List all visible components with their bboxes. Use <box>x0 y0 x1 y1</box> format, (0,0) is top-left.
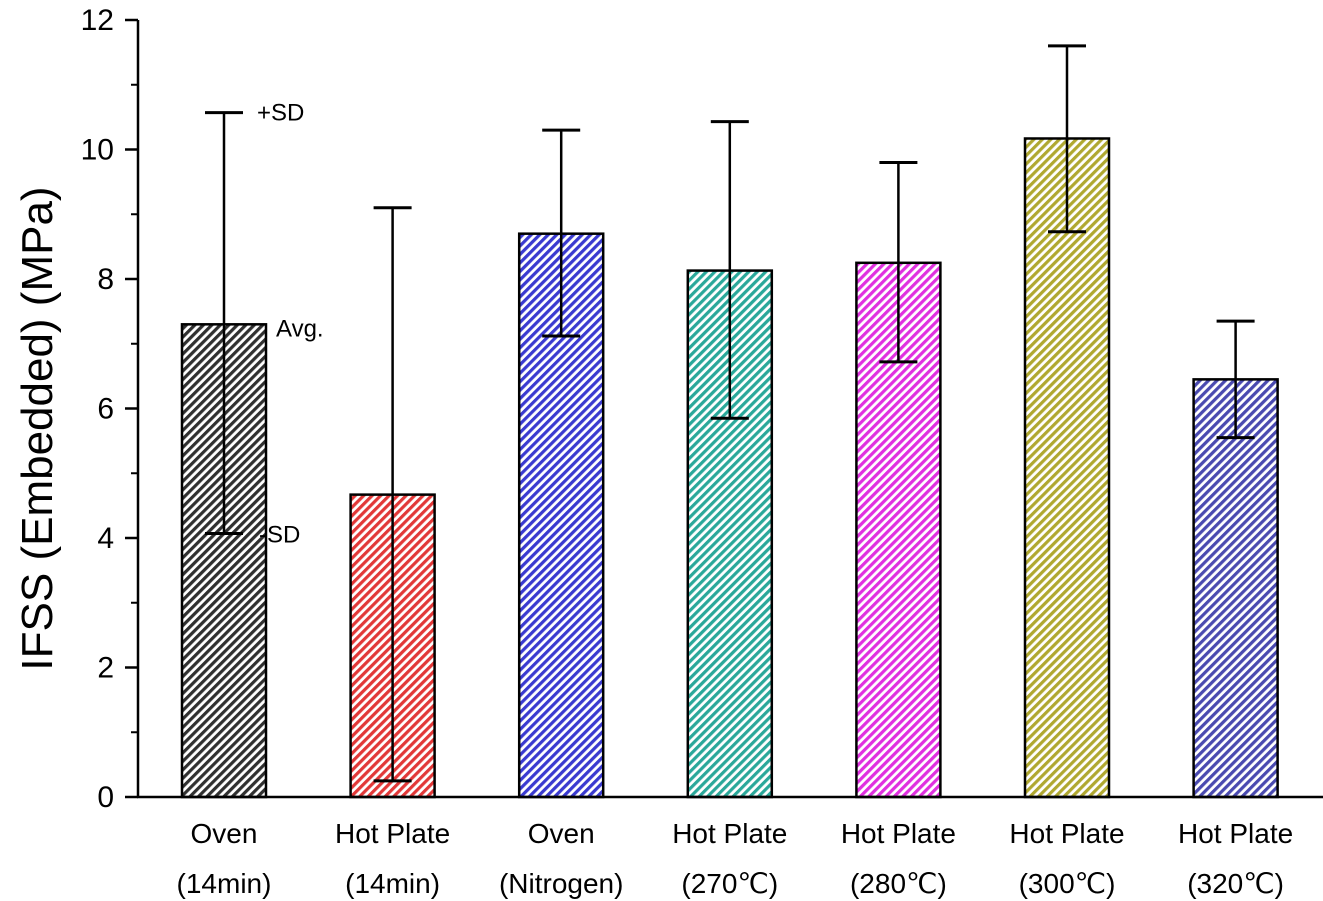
y-axis-title: IFSS (Embedded) (MPa) <box>13 186 62 670</box>
category-label-line2: (Nitrogen) <box>499 868 623 899</box>
category-label-line2: (270℃) <box>681 868 778 899</box>
category-label-line2: (14min) <box>345 868 440 899</box>
labels-layer: 0 2 4 6 8 10 12 IFSS (Embedded) (MPa) Oven (14min… <box>13 4 1293 899</box>
category-label-line2: (300℃) <box>1019 868 1116 899</box>
bar <box>1192 378 1279 799</box>
bars-layer <box>180 137 1279 799</box>
y-tick-label: 6 <box>97 393 114 426</box>
annotation-minus-sd: -SD <box>259 521 300 548</box>
y-tick-label: 0 <box>97 781 114 814</box>
category-label-line1: Hot Plate <box>1178 818 1293 849</box>
y-tick-label: 2 <box>97 652 114 685</box>
category-label-line1: Oven <box>191 818 258 849</box>
category-label-line1: Hot Plate <box>672 818 787 849</box>
error-bars-layer <box>205 44 1255 783</box>
category-label-line1: Hot Plate <box>841 818 956 849</box>
category-label-line2: (320℃) <box>1187 868 1284 899</box>
y-tick-label: 10 <box>81 134 114 167</box>
bar <box>1023 137 1111 799</box>
y-tick-label: 12 <box>81 4 114 37</box>
axes-layer <box>125 18 1323 799</box>
bar <box>686 269 774 799</box>
category-label-line2: (14min) <box>177 868 272 899</box>
y-tick-label: 8 <box>97 263 114 296</box>
annotation-avg: Avg. <box>276 315 324 342</box>
y-tick-label: 4 <box>97 522 114 555</box>
category-label-line1: Oven <box>528 818 595 849</box>
category-label-line1: Hot Plate <box>335 818 450 849</box>
category-label-line1: Hot Plate <box>1009 818 1124 849</box>
category-label-line2: (280℃) <box>850 868 947 899</box>
annotation-plus-sd: +SD <box>257 100 304 127</box>
